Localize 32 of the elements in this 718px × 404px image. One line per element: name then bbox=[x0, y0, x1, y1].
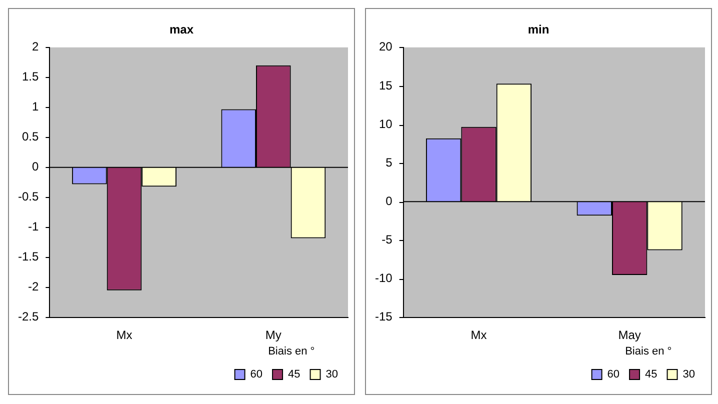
y-tick-label: -0.5 bbox=[18, 190, 39, 204]
x-tick-label: My bbox=[265, 328, 282, 342]
y-tick-label: 1 bbox=[32, 100, 39, 114]
y-tick-label: -2.5 bbox=[18, 310, 39, 324]
y-tick-label: 0.5 bbox=[22, 130, 39, 144]
y-tick-label: 2 bbox=[32, 40, 39, 54]
legend-label: 45 bbox=[645, 368, 658, 381]
legend-title: Biais en ° bbox=[268, 345, 315, 358]
legend-label: 30 bbox=[326, 368, 338, 381]
legend-label: 45 bbox=[288, 368, 300, 381]
x-tick-label: May bbox=[618, 328, 641, 342]
y-tick-label: 0 bbox=[386, 194, 393, 208]
y-tick-label: 20 bbox=[378, 40, 393, 54]
y-tick-label: -1 bbox=[28, 220, 39, 234]
x-tick-label: Mx bbox=[470, 328, 487, 342]
legend-label: 60 bbox=[250, 368, 263, 381]
y-tick-label: -15 bbox=[375, 310, 393, 324]
legend-label: 60 bbox=[607, 368, 620, 381]
y-tick-label: -2 bbox=[28, 280, 39, 294]
legend-label: 30 bbox=[682, 368, 696, 381]
chart-title: min bbox=[528, 22, 550, 37]
y-tick-label: 10 bbox=[378, 116, 393, 131]
chart-title: max bbox=[169, 22, 194, 37]
y-tick-label: 0 bbox=[32, 160, 39, 174]
y-tick-label: 5 bbox=[386, 155, 393, 170]
y-tick-label: 1.5 bbox=[22, 70, 39, 84]
x-tick-label: Mx bbox=[116, 328, 132, 342]
legend-title: Biais en ° bbox=[625, 345, 672, 358]
y-tick-label: -10 bbox=[375, 271, 393, 286]
y-tick-label: -1.5 bbox=[18, 250, 39, 264]
y-tick-label: 15 bbox=[378, 78, 393, 92]
y-tick-label: -5 bbox=[382, 232, 393, 247]
